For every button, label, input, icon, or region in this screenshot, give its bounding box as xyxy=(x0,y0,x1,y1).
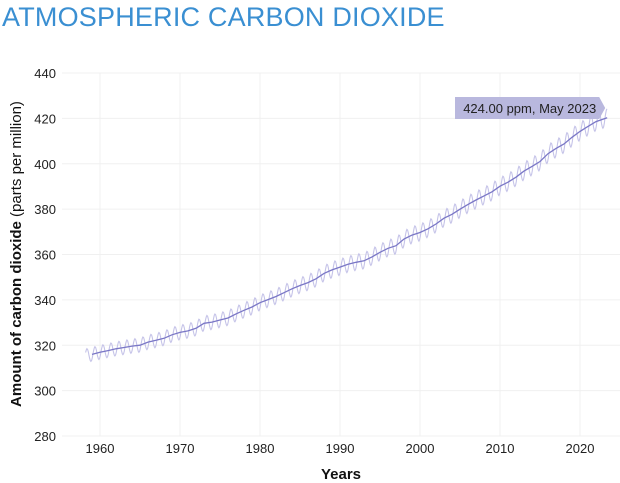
y-tick-label: 300 xyxy=(34,384,56,399)
series-monthly-line xyxy=(85,108,608,363)
y-tick-labels: 280 300 320 340 360 380 400 420 440 xyxy=(34,66,56,444)
y-tick-label: 280 xyxy=(34,429,56,444)
grid xyxy=(62,72,620,437)
x-tick-label: 2010 xyxy=(486,441,515,456)
y-tick-label: 360 xyxy=(34,248,56,263)
x-tick-label: 2020 xyxy=(566,441,595,456)
x-tick-label: 1980 xyxy=(246,441,275,456)
x-tick-label: 1960 xyxy=(86,441,115,456)
chart-title: ATMOSPHERIC CARBON DIOXIDE xyxy=(2,2,445,32)
x-tick-label: 2000 xyxy=(406,441,435,456)
y-axis-label-unit: (parts per million) xyxy=(8,101,25,217)
x-axis-label: Years xyxy=(321,466,361,483)
x-tick-label: 1990 xyxy=(326,441,355,456)
y-tick-label: 400 xyxy=(34,157,56,172)
y-tick-label: 420 xyxy=(34,111,56,126)
annotation-box xyxy=(455,97,606,119)
y-tick-label: 380 xyxy=(34,202,56,217)
x-tick-label: 1970 xyxy=(166,441,195,456)
annotation: 424.00 ppm, May 2023 xyxy=(455,97,606,119)
y-tick-label: 340 xyxy=(34,293,56,308)
y-tick-label: 320 xyxy=(34,338,56,353)
y-axis-label-main: Amount of carbon dioxide xyxy=(8,221,25,407)
y-axis-label: Amount of carbon dioxide (parts per mill… xyxy=(8,101,25,407)
series-trend-line xyxy=(91,117,608,356)
y-tick-label: 440 xyxy=(34,66,56,81)
x-tick-labels: 1960 1970 1980 1990 2000 2010 2020 xyxy=(86,441,595,456)
annotation-label: 424.00 ppm, May 2023 xyxy=(463,101,596,116)
